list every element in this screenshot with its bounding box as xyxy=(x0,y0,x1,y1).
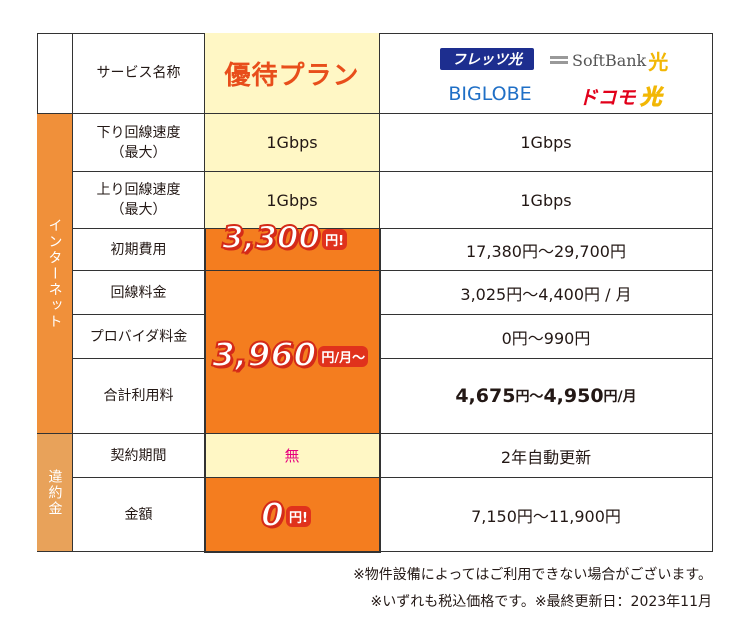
row-label-download: 下り回線速度 （最大） xyxy=(73,114,205,172)
other-upload: 1Gbps xyxy=(380,172,713,229)
other-line: 3,025円〜4,400円 / 月 xyxy=(380,271,713,315)
plan-name-cell: 優待プラン xyxy=(205,33,380,114)
softbank-logo: SoftBank 光 xyxy=(550,47,680,74)
plan-download: 1Gbps xyxy=(205,114,380,172)
other-contract: 2年自動更新 xyxy=(380,434,713,478)
flets-logo: フレッツ光 xyxy=(440,48,534,70)
price-penalty: 0 円! xyxy=(260,494,311,535)
group-internet-label: インターネット xyxy=(46,217,63,330)
group-internet: インターネット xyxy=(37,114,73,434)
row-label-contract: 契約期間 xyxy=(73,434,205,478)
note-availability: ※物件設備によってはご利用できない場合がございます。 xyxy=(353,567,712,583)
row-label-initial: 初期費用 xyxy=(73,229,205,271)
plan-column-frame xyxy=(204,229,381,553)
other-provider: 0円〜990円 xyxy=(380,315,713,359)
row-label-provider: プロバイダ料金 xyxy=(73,315,205,359)
docomo-logo: ドコモ 光 xyxy=(578,85,662,110)
note-tax-updated: ※いずれも税込価格です。※最終更新日：2023年11月 xyxy=(370,594,712,610)
other-total: 4,675 円〜 4,950 円/月 xyxy=(380,359,713,434)
biglobe-logo: BIGLOBE xyxy=(448,83,532,105)
row-label-amount: 金額 xyxy=(73,478,205,552)
group-penalty-label: 違約金 xyxy=(46,468,63,517)
plan-contract: 無 xyxy=(205,434,380,478)
row-label-total: 合計利用料 xyxy=(73,359,205,434)
plan-upload: 1Gbps xyxy=(205,172,380,229)
row-label-upload: 上り回線速度 （最大） xyxy=(73,172,205,229)
price-initial: 3,300 円! xyxy=(221,219,347,257)
row-label-line: 回線料金 xyxy=(73,271,205,315)
other-amount: 7,150円〜11,900円 xyxy=(380,478,713,552)
price-monthly: 3,960 円/月〜 xyxy=(211,334,369,375)
group-penalty: 違約金 xyxy=(37,434,73,552)
plan-name: 優待プラン xyxy=(224,60,360,91)
header-spacer xyxy=(37,33,73,114)
service-name-label: サービス名称 xyxy=(73,33,205,114)
competitor-logos: フレッツ光 SoftBank 光 BIGLOBE ドコモ 光 xyxy=(380,33,713,114)
other-initial: 17,380円〜29,700円 xyxy=(380,229,713,271)
plan-initial xyxy=(205,229,380,271)
softbank-bars-icon xyxy=(550,56,568,64)
other-download: 1Gbps xyxy=(380,114,713,172)
